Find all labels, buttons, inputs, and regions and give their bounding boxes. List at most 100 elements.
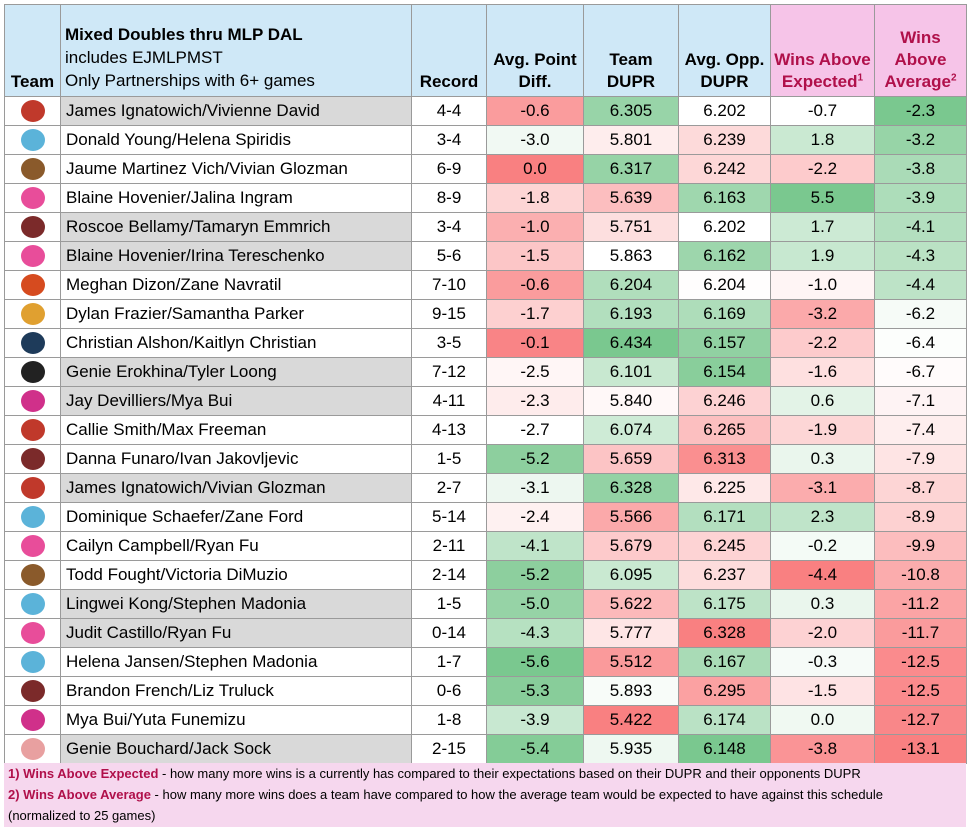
avg-opp-dupr-cell: 6.162 <box>678 241 771 271</box>
wins-above-average-cell: -6.7 <box>874 357 967 387</box>
waa-label: Wins Above Average <box>884 27 951 91</box>
record-cell: 4-13 <box>411 415 487 445</box>
wins-above-average-cell: -4.1 <box>874 212 967 242</box>
avg-opp-dupr-cell: 6.202 <box>678 96 771 126</box>
team-logo-cell <box>4 647 61 677</box>
team-logo-cell <box>4 502 61 532</box>
wins-above-expected-cell: -3.2 <box>770 299 875 329</box>
table-row: Blaine Hovenier/Irina Tereschenko 5-6 -1.5… <box>4 241 967 271</box>
team-dupr-cell: 5.512 <box>583 647 679 677</box>
team-logo-a-icon <box>20 419 45 441</box>
partnership-name: Christian Alshon/Kaitlyn Christian <box>60 328 412 358</box>
record-cell: 3-4 <box>411 212 487 242</box>
avg-point-diff-cell: -0.6 <box>486 96 584 126</box>
avg-point-diff-cell: -2.5 <box>486 357 584 387</box>
avg-opp-dupr-cell: 6.174 <box>678 705 771 735</box>
footnote-2-text: - how many more wins does a team have co… <box>150 787 883 802</box>
team-logo-cell <box>4 125 61 155</box>
wins-above-average-cell: -7.1 <box>874 386 967 416</box>
record-cell: 8-9 <box>411 183 487 213</box>
wins-above-average-cell: -3.2 <box>874 125 967 155</box>
team-dupr-cell: 6.434 <box>583 328 679 358</box>
table-row: Roscoe Bellamy/Tamaryn Emmrich 3-4 -1.0 5.7… <box>4 212 967 242</box>
table-row: Lingwei Kong/Stephen Madonia 1-5 -5.0 5.622… <box>4 589 967 619</box>
partnership-name: Roscoe Bellamy/Tamaryn Emmrich <box>60 212 412 242</box>
avg-opp-dupr-cell: 6.328 <box>678 618 771 648</box>
table-row: James Ignatowich/Vivian Glozman 2-7 -3.1 6.… <box>4 473 967 503</box>
partnership-name: Genie Bouchard/Jack Sock <box>60 734 412 764</box>
wins-above-expected-cell: -1.5 <box>770 676 875 706</box>
record-cell: 6-9 <box>411 154 487 184</box>
team-logo-cell <box>4 96 61 126</box>
table-row: Genie Erokhina/Tyler Loong 7-12 -2.5 6.101 6… <box>4 357 967 387</box>
avg-point-diff-cell: -1.5 <box>486 241 584 271</box>
avg-point-diff-cell: -2.4 <box>486 502 584 532</box>
record-cell: 5-14 <box>411 502 487 532</box>
avg-point-diff-cell: -0.6 <box>486 270 584 300</box>
team-dupr-cell: 5.863 <box>583 241 679 271</box>
partnership-name: James Ignatowich/Vivian Glozman <box>60 473 412 503</box>
wins-above-expected-cell: -1.6 <box>770 357 875 387</box>
team-logo-j-icon <box>20 390 45 412</box>
avg-point-diff-cell: -5.0 <box>486 589 584 619</box>
avg-point-diff-cell: -1.0 <box>486 212 584 242</box>
wins-above-expected-cell: 0.6 <box>770 386 875 416</box>
wins-above-average-cell: -3.8 <box>874 154 967 184</box>
team-logo-cell <box>4 386 61 416</box>
avg-point-diff-cell: -3.1 <box>486 473 584 503</box>
team-logo-d-icon <box>20 245 45 267</box>
avg-point-diff-cell: -3.9 <box>486 705 584 735</box>
partnership-name: Danna Funaro/Ivan Jakovljevic <box>60 444 412 474</box>
table-subtitle-2: Only Partnerships with 6+ games <box>65 71 315 91</box>
footnote-1: 1) Wins Above Expected - how many more w… <box>8 763 966 784</box>
wins-above-average-cell: -7.9 <box>874 444 967 474</box>
partnership-name: Genie Erokhina/Tyler Loong <box>60 357 412 387</box>
wins-above-expected-cell: 1.8 <box>770 125 875 155</box>
team-logo-e-icon <box>20 680 45 702</box>
avg-opp-dupr-cell: 6.157 <box>678 328 771 358</box>
record-cell: 4-11 <box>411 386 487 416</box>
header-row: Team Mixed Doubles thru MLP DAL includes… <box>4 4 967 97</box>
partnership-name: Mya Bui/Yuta Funemizu <box>60 705 412 735</box>
team-logo-cell <box>4 241 61 271</box>
record-cell: 7-12 <box>411 357 487 387</box>
avg-opp-dupr-cell: 6.295 <box>678 676 771 706</box>
wins-above-average-cell: -10.8 <box>874 560 967 590</box>
team-dupr-cell: 5.893 <box>583 676 679 706</box>
avg-opp-dupr-cell: 6.237 <box>678 560 771 590</box>
wins-above-expected-cell: -3.1 <box>770 473 875 503</box>
wins-above-expected-cell: -0.3 <box>770 647 875 677</box>
avg-opp-dupr-cell: 6.265 <box>678 415 771 445</box>
wins-above-average-cell: -4.4 <box>874 270 967 300</box>
avg-opp-dupr-cell: 6.154 <box>678 357 771 387</box>
team-logo-h-icon <box>20 332 45 354</box>
wins-above-average-cell: -2.3 <box>874 96 967 126</box>
team-logo-a-icon <box>20 100 45 122</box>
wins-above-average-cell: -11.7 <box>874 618 967 648</box>
team-logo-cell <box>4 415 61 445</box>
team-logo-cell <box>4 618 61 648</box>
team-logo-cell <box>4 589 61 619</box>
team-logo-cell <box>4 183 61 213</box>
team-dupr-cell: 5.679 <box>583 531 679 561</box>
team-logo-cell <box>4 705 61 735</box>
partnership-name: Dominique Schaefer/Zane Ford <box>60 502 412 532</box>
table-row: Genie Bouchard/Jack Sock 2-15 -5.4 5.935 6.1… <box>4 734 967 764</box>
wins-above-average-cell: -11.2 <box>874 589 967 619</box>
avg-opp-dupr-cell: 6.148 <box>678 734 771 764</box>
table-row: Helena Jansen/Stephen Madonia 1-7 -5.6 5.51… <box>4 647 967 677</box>
team-dupr-cell: 6.328 <box>583 473 679 503</box>
wins-above-average-header: Wins Above Average2 <box>874 4 967 97</box>
team-logo-a-icon <box>20 477 45 499</box>
avg-opp-dupr-cell: 6.245 <box>678 531 771 561</box>
wins-above-expected-cell: 2.3 <box>770 502 875 532</box>
avg-point-diff-cell: -3.0 <box>486 125 584 155</box>
avg-point-diff-cell: -2.3 <box>486 386 584 416</box>
team-dupr-cell: 5.777 <box>583 618 679 648</box>
table-row: James Ignatowich/Vivienne David 4-4 -0.6 6.… <box>4 96 967 126</box>
wins-above-expected-cell: -2.2 <box>770 328 875 358</box>
team-dupr-header: Team DUPR <box>583 4 679 97</box>
team-dupr-cell: 5.566 <box>583 502 679 532</box>
team-dupr-cell: 5.840 <box>583 386 679 416</box>
